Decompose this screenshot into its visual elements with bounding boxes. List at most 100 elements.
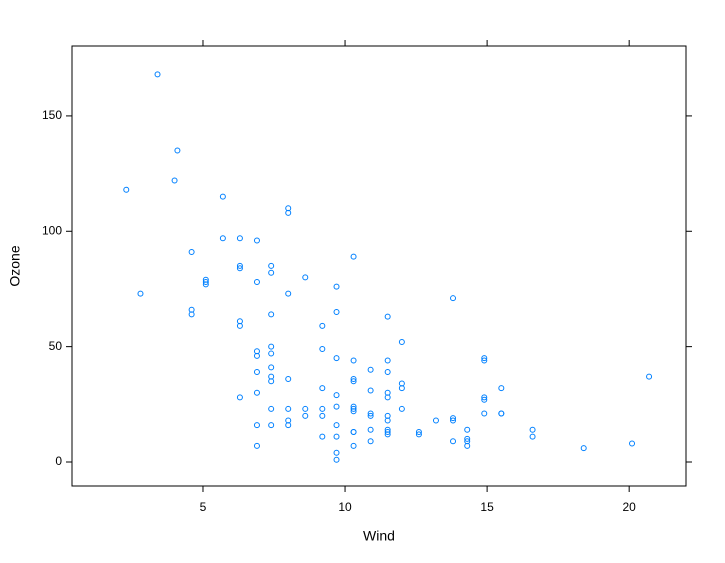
point — [350, 375, 357, 382]
point — [302, 274, 309, 281]
point — [646, 373, 653, 380]
point — [319, 405, 326, 412]
x-tick-label: 15 — [480, 500, 494, 514]
point — [350, 405, 357, 412]
point — [384, 357, 391, 364]
point — [367, 438, 374, 445]
point — [450, 415, 457, 422]
point — [302, 412, 309, 419]
point — [384, 369, 391, 376]
point — [253, 442, 260, 449]
point — [350, 403, 357, 410]
point — [529, 433, 536, 440]
y-tick-label: 100 — [42, 223, 62, 237]
y-tick-label: 50 — [49, 339, 63, 353]
point — [333, 456, 340, 463]
point — [188, 306, 195, 313]
point — [367, 366, 374, 373]
x-tick-label: 20 — [622, 500, 636, 514]
point — [253, 369, 260, 376]
point — [253, 237, 260, 244]
point — [253, 422, 260, 429]
point — [236, 394, 243, 401]
point — [367, 387, 374, 394]
point — [171, 177, 178, 184]
point — [236, 262, 243, 269]
x-axis-label: Wind — [363, 528, 395, 544]
point — [137, 290, 144, 297]
point — [450, 417, 457, 424]
point — [174, 147, 181, 154]
point — [202, 276, 209, 283]
point — [219, 193, 226, 200]
point — [350, 253, 357, 260]
y-tick-label: 150 — [42, 108, 62, 122]
y-axis-label: Ozone — [7, 245, 23, 286]
point — [367, 412, 374, 419]
point — [481, 396, 488, 403]
point — [302, 405, 309, 412]
point — [285, 205, 292, 212]
x-tick-label: 5 — [200, 500, 207, 514]
point — [319, 433, 326, 440]
point — [415, 429, 422, 436]
point — [285, 405, 292, 412]
point — [188, 249, 195, 256]
point — [481, 355, 488, 362]
point — [236, 322, 243, 329]
point — [367, 410, 374, 417]
point — [432, 417, 439, 424]
point — [450, 295, 457, 302]
point — [464, 438, 471, 445]
point — [398, 385, 405, 392]
point — [253, 279, 260, 286]
point — [367, 426, 374, 433]
point — [350, 429, 357, 436]
point — [415, 431, 422, 438]
point — [268, 311, 275, 318]
point — [285, 417, 292, 424]
point — [350, 357, 357, 364]
point — [629, 440, 636, 447]
point — [268, 422, 275, 429]
point — [529, 426, 536, 433]
point — [350, 442, 357, 449]
point — [384, 431, 391, 438]
point — [268, 269, 275, 276]
point — [268, 364, 275, 371]
point — [398, 405, 405, 412]
point — [481, 357, 488, 364]
point — [319, 385, 326, 392]
point — [268, 343, 275, 350]
point — [253, 389, 260, 396]
point — [384, 412, 391, 419]
point — [398, 339, 405, 346]
point — [236, 235, 243, 242]
point — [333, 403, 340, 410]
point — [333, 449, 340, 456]
point — [481, 394, 488, 401]
point — [384, 313, 391, 320]
point — [285, 375, 292, 382]
point — [580, 445, 587, 452]
point — [464, 435, 471, 442]
plot-frame — [71, 45, 687, 487]
point — [333, 392, 340, 399]
point — [333, 283, 340, 290]
point — [319, 412, 326, 419]
point — [219, 235, 226, 242]
point — [498, 385, 505, 392]
point — [253, 352, 260, 359]
point — [268, 350, 275, 357]
point — [268, 262, 275, 269]
x-tick-label: 10 — [338, 500, 352, 514]
point — [498, 410, 505, 417]
point — [464, 426, 471, 433]
point — [268, 378, 275, 385]
point — [450, 438, 457, 445]
point — [285, 290, 292, 297]
point — [384, 394, 391, 401]
point — [333, 433, 340, 440]
point — [319, 345, 326, 352]
